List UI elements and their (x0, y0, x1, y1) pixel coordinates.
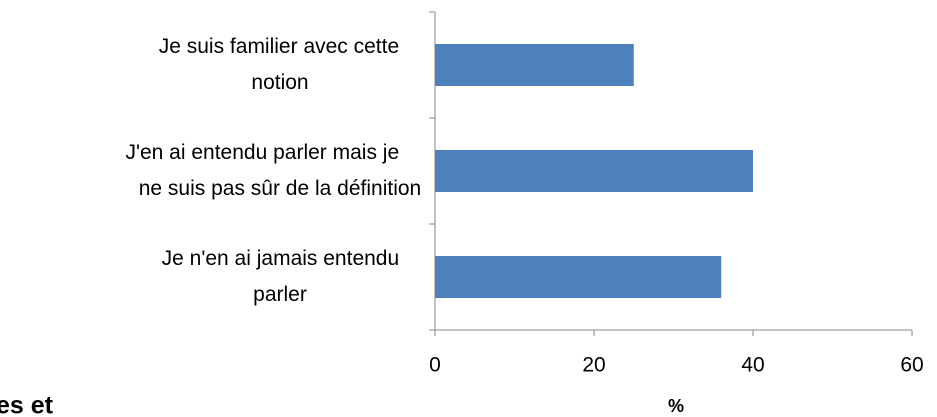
y-tick-label: J'en ai entendu parler mais je ne suis p… (125, 141, 421, 200)
x-tick-label: 60 (900, 354, 923, 377)
fragment-text: es et (0, 392, 54, 417)
x-axis-label: % (668, 396, 684, 416)
x-tick-label: 0 (429, 354, 441, 377)
bar (435, 256, 722, 298)
y-tick-label: Je n'en ai jamais entendu parler (162, 247, 405, 306)
bar (435, 150, 753, 192)
y-tick-label: Je suis familier avec cette notion (159, 35, 405, 94)
x-tick-label: 40 (741, 354, 764, 377)
x-tick-label: 20 (582, 354, 605, 377)
bar (435, 44, 634, 86)
